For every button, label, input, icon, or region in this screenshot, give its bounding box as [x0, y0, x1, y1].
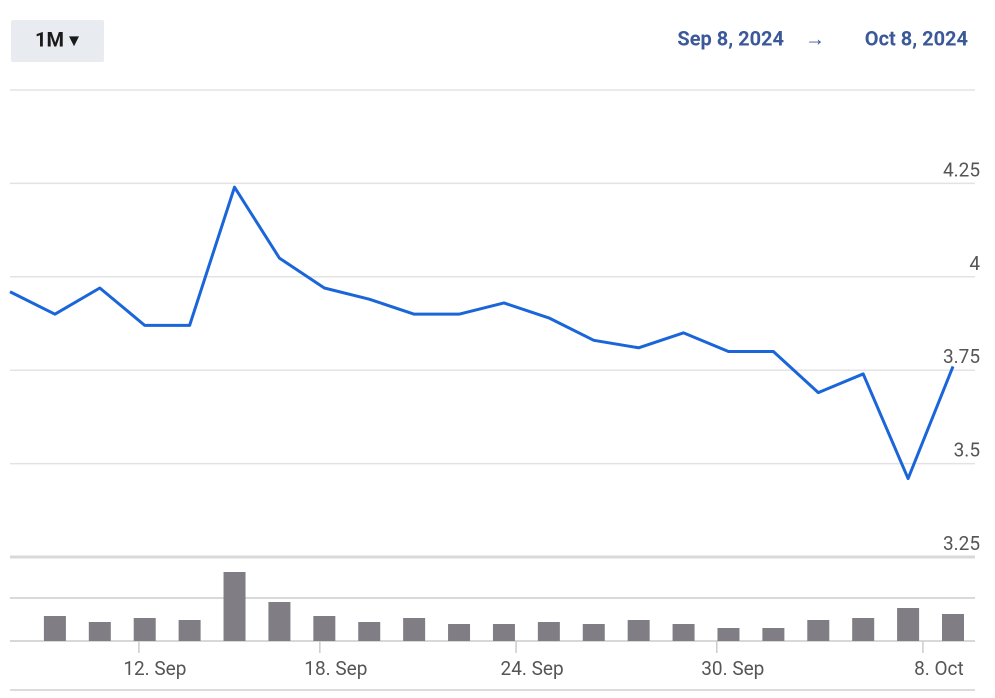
range-button[interactable] [11, 20, 104, 62]
volume-bar [537, 622, 560, 641]
y-tick-label: 4.25 [943, 158, 980, 181]
volume-bar [942, 614, 964, 641]
x-tick-label: 8. Oct [914, 657, 964, 680]
volume-bar [582, 624, 605, 641]
volume-bar [268, 602, 291, 641]
y-tick-label: 3.25 [943, 532, 980, 555]
volume-bar [403, 618, 426, 641]
volume-bar [897, 608, 920, 641]
y-tick-label: 3.75 [943, 345, 980, 368]
volume-bar [717, 628, 740, 641]
volume-bar [807, 620, 830, 641]
volume-bar [852, 618, 875, 641]
date-arrow: → [805, 26, 825, 50]
date-from: Sep 8, 2024 [677, 26, 784, 50]
x-tick-label: 18. Sep [304, 657, 367, 680]
range-button-label[interactable]: 1M ▾ [35, 27, 79, 51]
volume-bar [448, 624, 471, 641]
x-tick-label: 12. Sep [123, 657, 186, 680]
volume-bar [88, 622, 111, 641]
volume-bar [43, 616, 66, 641]
volume-bar [627, 620, 650, 641]
y-tick-label: 4 [969, 252, 980, 275]
volume-bar [492, 624, 515, 641]
x-tick-label: 30. Sep [701, 657, 764, 680]
date-to: Oct 8, 2024 [865, 26, 968, 50]
volume-bar [762, 628, 785, 641]
volume-bar [178, 620, 201, 641]
volume-bar [313, 616, 336, 641]
price-line [9, 185, 955, 481]
volume-bar [133, 618, 156, 641]
volume-bar [223, 572, 246, 641]
x-tick-label: 24. Sep [501, 657, 564, 680]
volume-bar [358, 622, 381, 641]
volume-bar [672, 624, 695, 641]
y-tick-label: 3.5 [954, 439, 980, 462]
